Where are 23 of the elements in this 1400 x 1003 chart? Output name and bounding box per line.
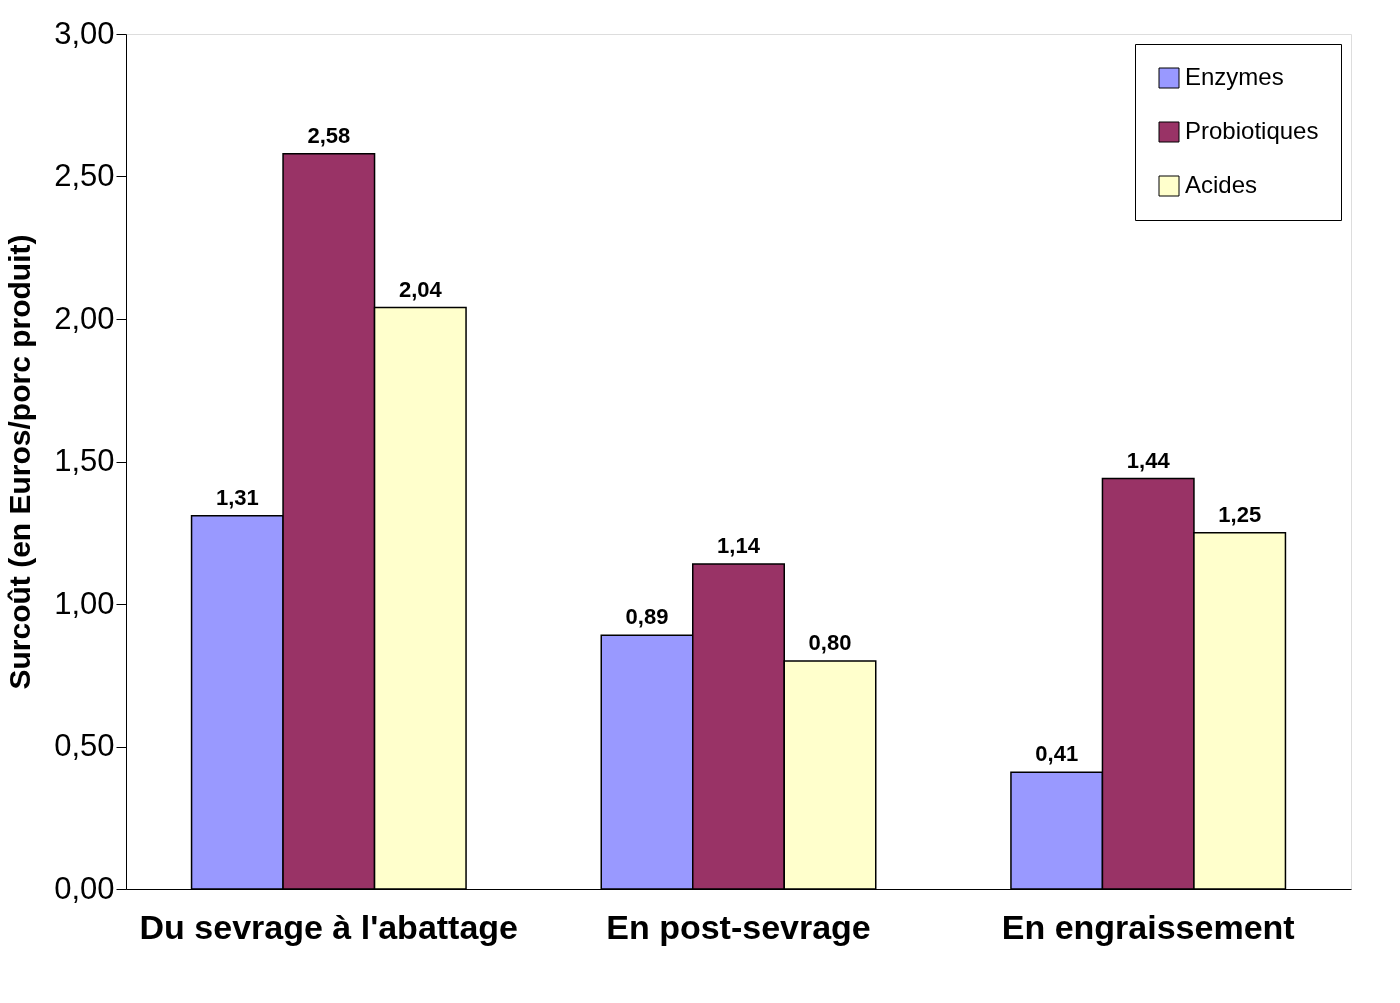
y-tick-label: 2,00: [54, 300, 115, 336]
data-label: 1,14: [717, 533, 761, 559]
y-tick-label: 1,00: [54, 585, 115, 621]
data-label: 1,25: [1218, 501, 1262, 527]
x-tick-label: En engraissement: [1001, 907, 1295, 946]
y-tick-label: 2,50: [54, 158, 115, 193]
y-tick-label: 3,00: [54, 15, 115, 51]
y-tick-label: 1,50: [54, 443, 115, 478]
data-label: 2,04: [398, 276, 443, 302]
y-axis-title: Surcoût (en Euros/porc produit): [3, 234, 37, 690]
legend-label: Probiotiques: [1185, 117, 1319, 144]
data-label: 2,58: [307, 122, 351, 148]
data-label: 0,89: [625, 604, 669, 630]
x-tick-label: Du sevrage à l'abattage: [139, 907, 519, 946]
legend-label: Acides: [1185, 171, 1258, 198]
data-label: 1,31: [215, 484, 259, 510]
legend-label: Enzymes: [1185, 63, 1284, 90]
x-tick-label: En post-sevrage: [606, 907, 871, 946]
y-tick-label: 0,50: [54, 728, 115, 763]
y-tick-label: 0,00: [54, 870, 115, 906]
data-label: 0,80: [808, 630, 852, 655]
data-label: 0,41: [1035, 741, 1079, 767]
data-label: 1,44: [1126, 447, 1171, 473]
